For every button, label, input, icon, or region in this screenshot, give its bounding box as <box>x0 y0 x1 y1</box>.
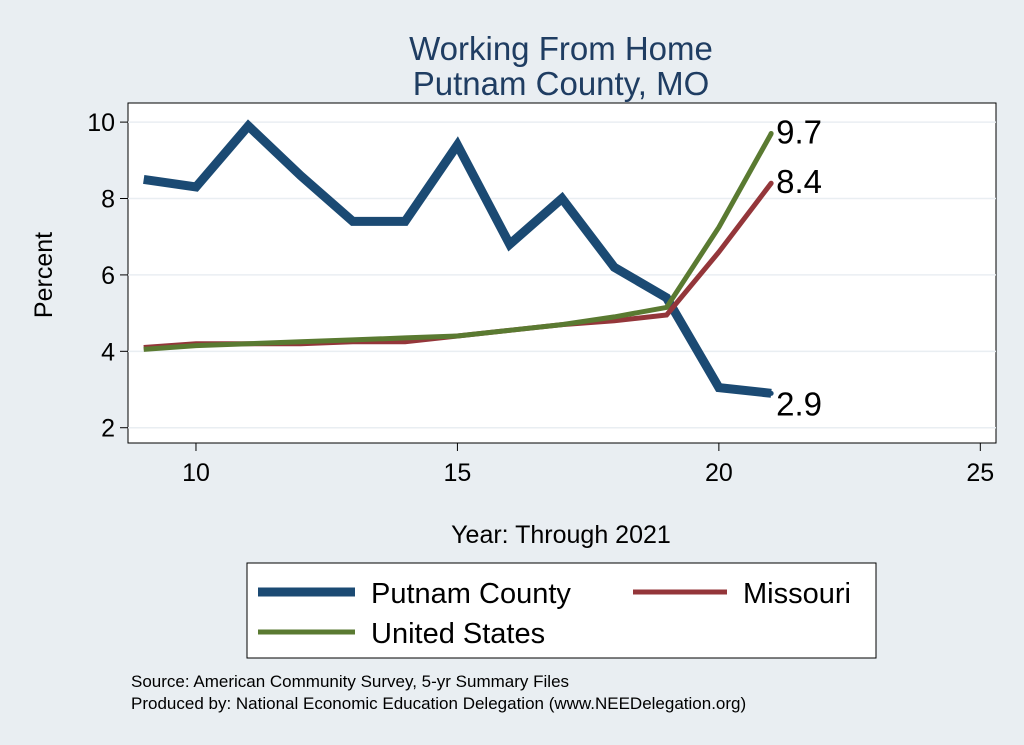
legend-box <box>246 562 877 659</box>
gridlines <box>128 121 996 429</box>
y-tick-label-10: 10 <box>87 109 115 137</box>
x-axis-title: Year: Through 2021 <box>451 521 671 549</box>
legend-label-missouri: Missouri <box>743 578 851 610</box>
axes: 2 4 6 8 10 10 15 20 25 <box>87 109 994 487</box>
end-labels: 2.9 8.4 9.7 <box>776 114 822 423</box>
series-line-united-states <box>143 132 774 352</box>
end-point-putnam-county <box>768 390 774 396</box>
y-tick-label-6: 6 <box>101 262 115 290</box>
end-point-united-states <box>768 131 774 137</box>
series-line-putnam-county <box>143 119 772 398</box>
end-label-missouri: 8.4 <box>776 163 822 200</box>
y-tick-label-8: 8 <box>101 186 115 214</box>
x-tick-label-20: 20 <box>705 459 733 487</box>
y-axis-title: Percent <box>30 232 58 318</box>
end-label-united-states: 9.7 <box>776 114 822 151</box>
producer-note: Produced by: National Economic Education… <box>131 694 746 713</box>
x-tick-label-15: 15 <box>444 459 472 487</box>
y-tick-label-2: 2 <box>101 415 115 443</box>
source-note: Source: American Community Survey, 5-yr … <box>131 672 569 691</box>
chart-title-line-1: Working From Home <box>409 30 713 67</box>
end-label-putnam-county: 2.9 <box>776 385 822 422</box>
legend-label-putnam-county: Putnam County <box>371 578 571 610</box>
legend-label-united-states: United States <box>371 618 545 650</box>
chart-title-line-2: Putnam County, MO <box>413 65 710 102</box>
end-point-missouri <box>768 180 774 186</box>
series-lines <box>143 119 774 398</box>
x-tick-label-25: 25 <box>966 459 994 487</box>
y-tick-label-4: 4 <box>101 338 115 366</box>
x-tick-label-10: 10 <box>182 459 210 487</box>
plot-area <box>127 102 997 444</box>
legend: Putnam County Missouri United States <box>246 562 877 659</box>
